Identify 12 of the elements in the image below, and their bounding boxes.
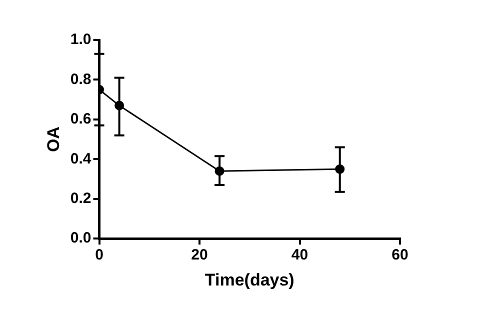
x-tick-label: 20	[191, 246, 208, 264]
x-tick-label: 60	[392, 246, 408, 264]
y-axis-title: OA	[44, 126, 63, 152]
y-tick-label: 0.0	[70, 230, 92, 247]
y-tick-label: 0.2	[70, 190, 92, 208]
y-tick-label: 0.8	[70, 70, 92, 88]
x-tick-label: 40	[291, 246, 308, 264]
x-axis-title: Time(days)	[204, 270, 294, 290]
y-tick-label: 0.4	[70, 150, 92, 168]
y-tick-label: 1.0	[70, 31, 92, 48]
x-tick-label: 0	[95, 246, 104, 264]
y-tick-label: 0.6	[70, 110, 92, 128]
